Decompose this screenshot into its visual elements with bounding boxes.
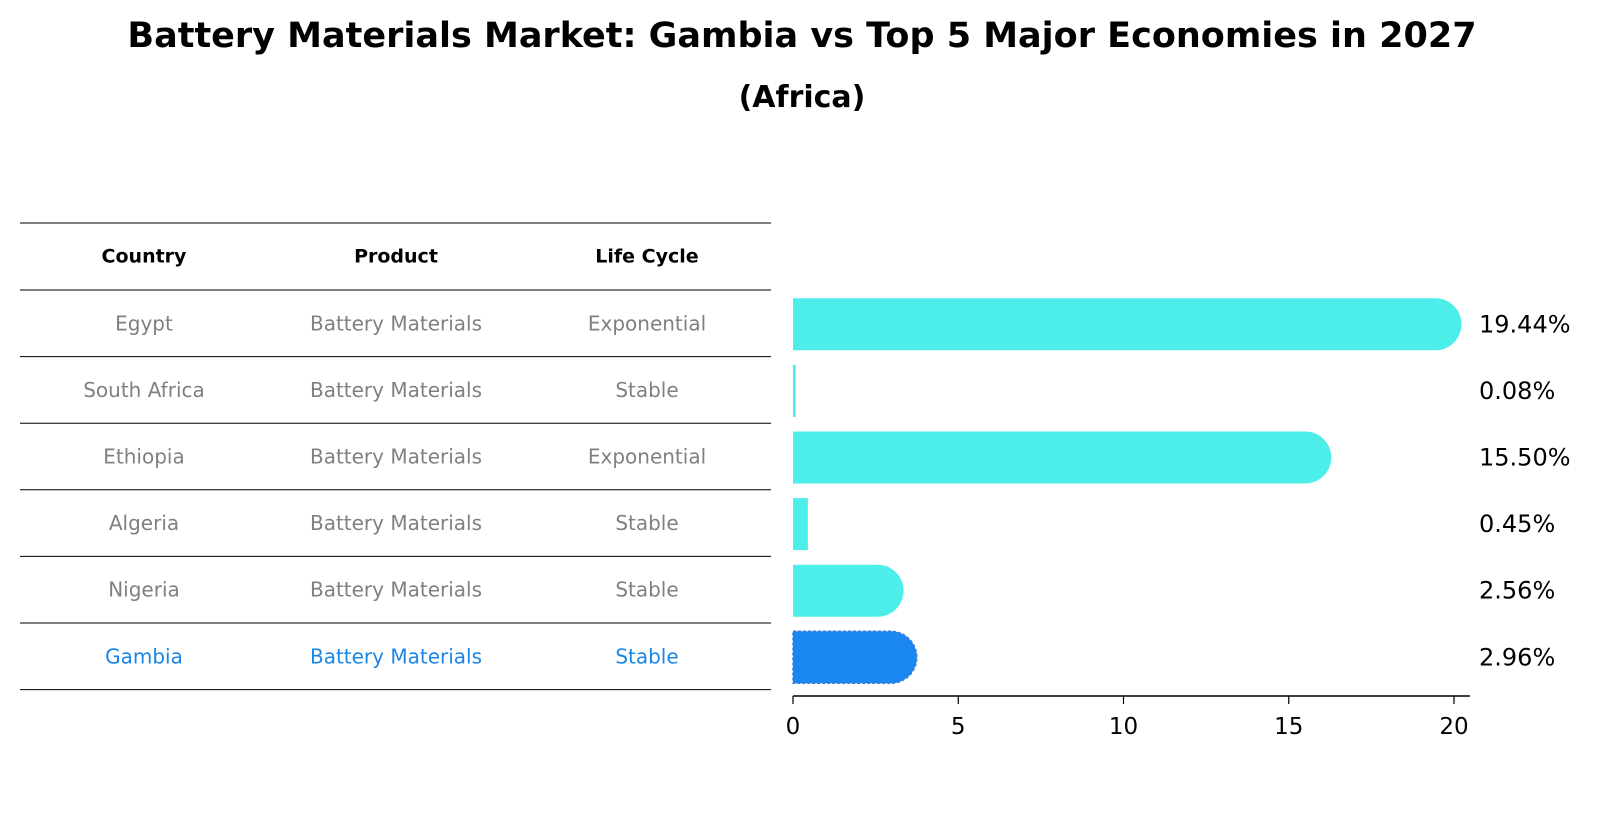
bar-value-label: 19.44%	[1479, 310, 1571, 338]
bar-value-label: 2.56%	[1479, 577, 1555, 605]
bar-value-label: 0.08%	[1479, 377, 1555, 405]
table-cell: Stable	[615, 378, 678, 402]
table-header-cell: Country	[102, 246, 188, 268]
table-cell: Exponential	[588, 311, 706, 335]
x-tick-label: 10	[1109, 714, 1138, 740]
table-cell: Algeria	[109, 511, 179, 535]
bar-value-label: 15.50%	[1479, 444, 1571, 472]
table-cell: Nigeria	[108, 578, 180, 602]
bar-south-africa	[793, 364, 796, 417]
chart-title: Battery Materials Market: Gambia vs Top …	[127, 16, 1477, 56]
x-tick-label: 20	[1439, 714, 1468, 740]
table-cell: Battery Materials	[310, 445, 482, 469]
table-cell: Stable	[615, 511, 678, 535]
x-tick-label: 0	[786, 714, 801, 740]
bar-gambia	[792, 630, 918, 685]
table-header-cell: Product	[354, 246, 438, 268]
chart-subtitle: (Africa)	[738, 80, 866, 115]
table-cell: South Africa	[83, 378, 205, 402]
table-cell: Battery Materials	[310, 644, 482, 668]
table-cell: Battery Materials	[310, 578, 482, 602]
bar-nigeria	[793, 564, 904, 617]
bar-algeria	[793, 498, 808, 551]
table-cell: Ethiopia	[103, 445, 184, 469]
x-tick-label: 5	[951, 714, 966, 740]
table-cell: Gambia	[105, 644, 183, 668]
bar-ethiopia	[793, 431, 1332, 484]
table-cell: Egypt	[115, 311, 173, 335]
table-cell: Battery Materials	[310, 378, 482, 402]
table-header-cell: Life Cycle	[595, 246, 698, 268]
bar-value-label: 0.45%	[1479, 510, 1555, 538]
table-cell: Battery Materials	[310, 311, 482, 335]
x-tick-label: 15	[1274, 714, 1303, 740]
table-cell: Exponential	[588, 445, 706, 469]
bar-value-label: 2.96%	[1479, 643, 1555, 671]
table-cell: Battery Materials	[310, 511, 482, 535]
table-cell: Stable	[615, 578, 678, 602]
table-cell: Stable	[615, 644, 678, 668]
bar-egypt	[793, 298, 1462, 351]
